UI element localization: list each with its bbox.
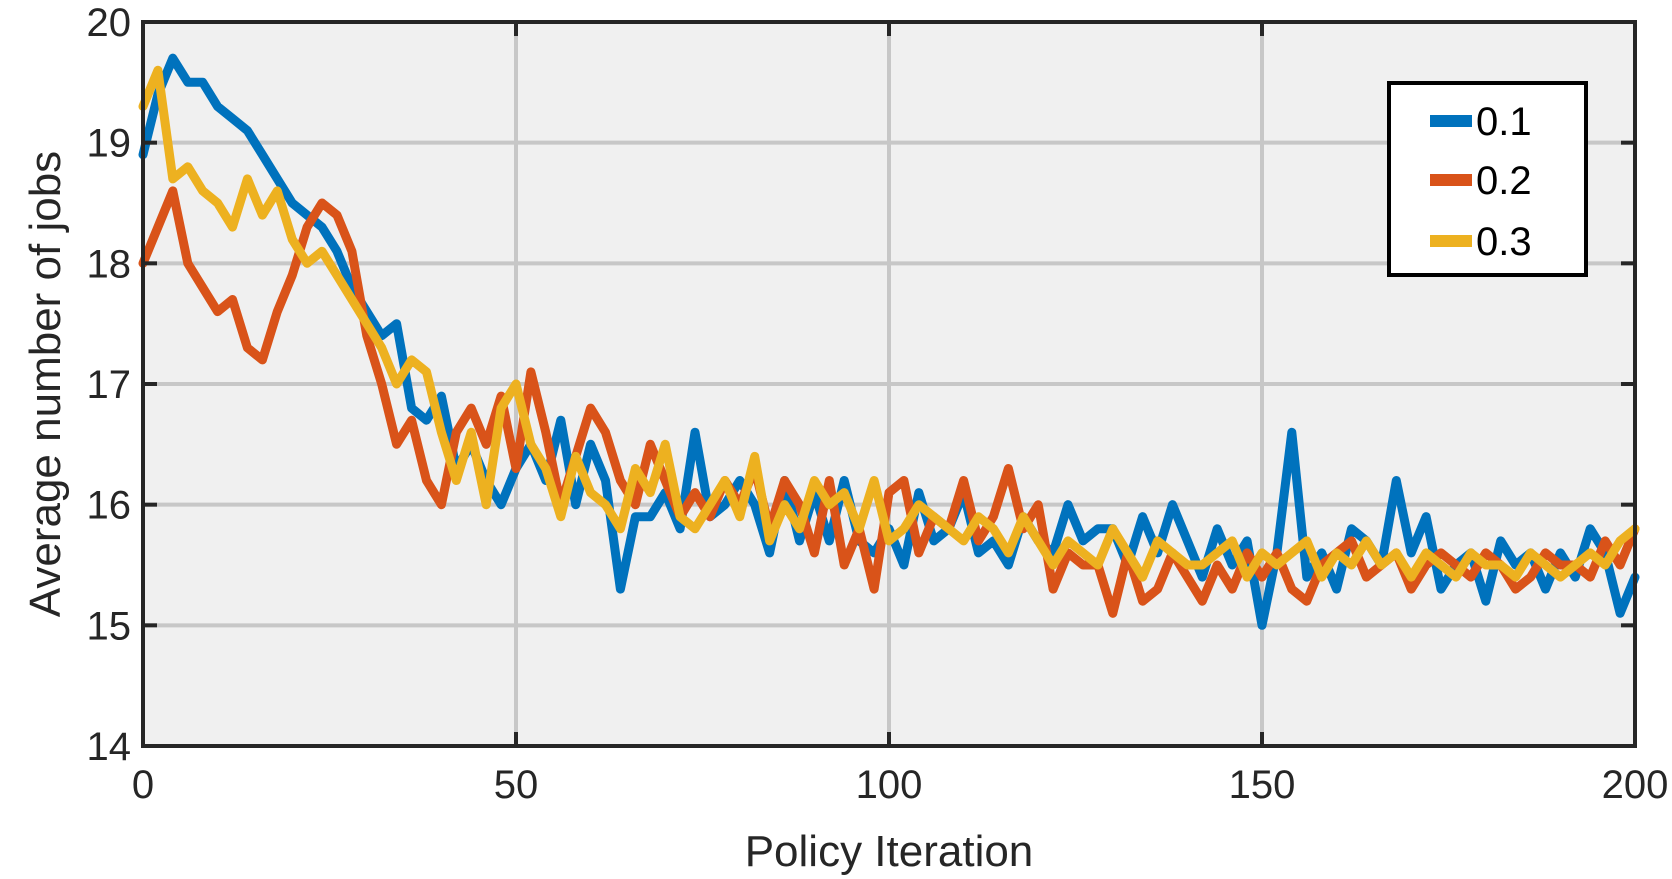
x-tick-label: 200 — [1602, 763, 1669, 807]
legend-label-0.2: 0.2 — [1476, 159, 1532, 203]
y-tick-label: 20 — [87, 1, 132, 45]
legend-label-0.1: 0.1 — [1476, 100, 1532, 144]
y-tick-label: 17 — [87, 363, 132, 407]
x-tick-label: 100 — [856, 763, 923, 807]
legend: 0.1 0.2 0.3 — [1387, 81, 1588, 277]
y-tick-label: 14 — [87, 725, 132, 769]
y-tick-label: 15 — [87, 604, 132, 648]
axis-ticks — [141, 20, 1637, 748]
series-line-0.3 — [138, 65, 1640, 582]
series-layer — [138, 53, 1640, 630]
y-axis-label: Average number of jobs — [21, 151, 70, 617]
y-tick-label: 16 — [87, 484, 132, 528]
tick-labels: 0 50 100 150 200 14 15 16 17 18 19 20 — [87, 1, 1669, 807]
x-tick-label: 0 — [132, 763, 154, 807]
x-axis-label: Policy Iteration — [745, 827, 1034, 876]
x-tick-label: 150 — [1229, 763, 1296, 807]
y-tick-label: 19 — [87, 122, 132, 166]
x-tick-label: 50 — [494, 763, 539, 807]
legend-box — [1387, 81, 1588, 277]
legend-label-0.3: 0.3 — [1476, 220, 1532, 264]
grid-lines — [143, 22, 1635, 746]
y-tick-label: 18 — [87, 242, 132, 286]
